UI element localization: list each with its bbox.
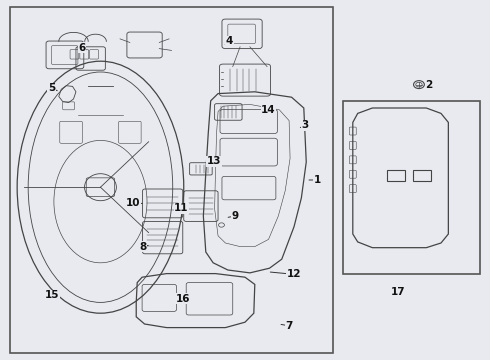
Bar <box>343 101 480 274</box>
Text: 14: 14 <box>261 105 276 115</box>
Text: 1: 1 <box>314 175 321 185</box>
Bar <box>10 7 333 353</box>
Text: 6: 6 <box>79 42 86 53</box>
Text: 15: 15 <box>45 290 59 300</box>
Text: 5: 5 <box>48 83 55 93</box>
Text: 10: 10 <box>126 198 141 208</box>
Text: 13: 13 <box>207 156 221 166</box>
Text: 16: 16 <box>176 294 191 304</box>
Text: 11: 11 <box>174 203 189 213</box>
Text: 3: 3 <box>301 120 308 130</box>
Text: 12: 12 <box>287 269 301 279</box>
Text: 4: 4 <box>225 36 233 46</box>
Text: 17: 17 <box>391 287 405 297</box>
Text: 9: 9 <box>232 211 239 221</box>
Text: 2: 2 <box>426 80 433 90</box>
Text: 7: 7 <box>285 321 293 331</box>
Text: 8: 8 <box>140 242 147 252</box>
